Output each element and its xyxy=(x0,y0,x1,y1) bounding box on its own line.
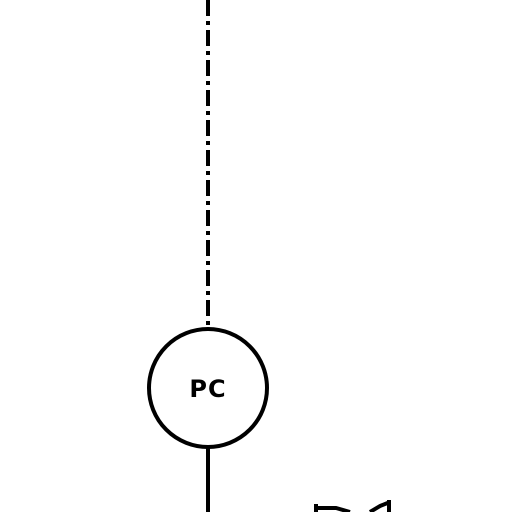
controller-bubble-icon xyxy=(147,327,269,449)
controller-bubble[interactable]: PC xyxy=(147,327,269,449)
valve-icon xyxy=(314,500,391,512)
controller-tag-label: PC xyxy=(189,375,226,403)
